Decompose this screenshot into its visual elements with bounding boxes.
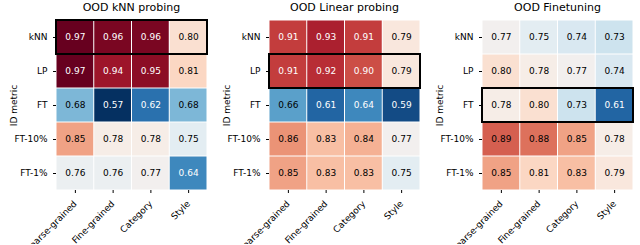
- svg-text:FT: FT: [463, 100, 474, 110]
- svg-text:0.85: 0.85: [567, 134, 587, 144]
- svg-text:Fine-grained: Fine-grained: [496, 199, 543, 244]
- svg-text:0.83: 0.83: [354, 168, 374, 178]
- svg-text:0.78: 0.78: [141, 134, 161, 144]
- svg-text:ID metric: ID metric: [435, 85, 445, 126]
- svg-text:0.76: 0.76: [103, 168, 123, 178]
- svg-text:0.78: 0.78: [605, 134, 625, 144]
- svg-text:Category: Category: [118, 198, 155, 235]
- svg-text:0.96: 0.96: [141, 32, 161, 42]
- svg-text:0.94: 0.94: [103, 66, 123, 76]
- svg-text:0.92: 0.92: [316, 66, 336, 76]
- svg-text:0.75: 0.75: [392, 168, 412, 178]
- svg-text:0.76: 0.76: [65, 168, 85, 178]
- html-text:OOD Finetuning: OOD Finetuning: [514, 1, 601, 14]
- svg-text:kNN: kNN: [455, 32, 474, 42]
- svg-text:0.74: 0.74: [567, 32, 587, 42]
- svg-text:0.81: 0.81: [529, 168, 549, 178]
- svg-text:Style: Style: [382, 198, 405, 221]
- html-text:OOD Linear probing: OOD Linear probing: [290, 1, 399, 14]
- svg-text:0.79: 0.79: [392, 32, 412, 42]
- svg-text:0.73: 0.73: [605, 32, 625, 42]
- svg-text:0.61: 0.61: [316, 100, 336, 110]
- html-text:OOD kNN probing: OOD kNN probing: [82, 1, 181, 14]
- svg-text:0.83: 0.83: [316, 168, 336, 178]
- svg-text:0.64: 0.64: [354, 100, 374, 110]
- svg-text:0.62: 0.62: [141, 100, 161, 110]
- svg-text:ID metric: ID metric: [9, 85, 19, 126]
- svg-text:0.91: 0.91: [278, 32, 298, 42]
- svg-text:0.91: 0.91: [278, 66, 298, 76]
- svg-text:0.59: 0.59: [392, 100, 412, 110]
- svg-text:0.57: 0.57: [103, 100, 123, 110]
- svg-text:0.93: 0.93: [316, 32, 336, 42]
- svg-text:0.83: 0.83: [567, 168, 587, 178]
- svg-text:0.81: 0.81: [179, 66, 199, 76]
- svg-text:LP: LP: [250, 66, 261, 76]
- svg-text:0.77: 0.77: [392, 134, 412, 144]
- svg-text:0.74: 0.74: [605, 66, 625, 76]
- svg-text:FT: FT: [37, 100, 48, 110]
- svg-text:Fine-grained: Fine-grained: [283, 199, 330, 244]
- svg-text:0.95: 0.95: [141, 66, 161, 76]
- svg-text:LP: LP: [463, 66, 474, 76]
- svg-text:0.77: 0.77: [141, 168, 161, 178]
- svg-text:kNN: kNN: [29, 32, 48, 42]
- svg-text:0.80: 0.80: [491, 66, 511, 76]
- svg-text:0.90: 0.90: [354, 66, 374, 76]
- svg-text:Style: Style: [169, 198, 192, 221]
- svg-text:0.91: 0.91: [354, 32, 374, 42]
- svg-text:ID metric: ID metric: [222, 85, 232, 126]
- svg-text:0.68: 0.68: [65, 100, 85, 110]
- svg-text:0.77: 0.77: [567, 66, 587, 76]
- svg-text:FT-10%: FT-10%: [441, 134, 474, 144]
- svg-text:0.96: 0.96: [103, 32, 123, 42]
- svg-text:0.85: 0.85: [491, 168, 511, 178]
- svg-text:0.75: 0.75: [179, 134, 199, 144]
- svg-text:0.80: 0.80: [179, 32, 199, 42]
- svg-text:0.85: 0.85: [65, 134, 85, 144]
- svg-text:0.75: 0.75: [529, 32, 549, 42]
- svg-text:0.77: 0.77: [491, 32, 511, 42]
- svg-text:0.73: 0.73: [567, 100, 587, 110]
- svg-text:FT: FT: [250, 100, 261, 110]
- svg-text:LP: LP: [37, 66, 48, 76]
- svg-text:FT-1%: FT-1%: [20, 168, 48, 178]
- svg-text:FT-1%: FT-1%: [233, 168, 261, 178]
- svg-text:0.83: 0.83: [316, 134, 336, 144]
- svg-text:0.86: 0.86: [278, 134, 298, 144]
- svg-text:kNN: kNN: [242, 32, 261, 42]
- svg-text:FT-1%: FT-1%: [446, 168, 474, 178]
- svg-text:Category: Category: [544, 198, 581, 235]
- svg-text:0.80: 0.80: [529, 100, 549, 110]
- svg-text:0.84: 0.84: [354, 134, 374, 144]
- svg-text:0.79: 0.79: [392, 66, 412, 76]
- svg-text:0.68: 0.68: [179, 100, 199, 110]
- svg-text:0.78: 0.78: [491, 100, 511, 110]
- svg-text:0.61: 0.61: [605, 100, 625, 110]
- svg-text:0.85: 0.85: [278, 168, 298, 178]
- svg-text:0.78: 0.78: [529, 66, 549, 76]
- svg-text:FT-10%: FT-10%: [15, 134, 48, 144]
- svg-text:0.64: 0.64: [179, 168, 199, 178]
- svg-text:0.79: 0.79: [605, 168, 625, 178]
- svg-text:Fine-grained: Fine-grained: [70, 199, 117, 244]
- svg-text:0.66: 0.66: [278, 100, 298, 110]
- svg-text:0.89: 0.89: [491, 134, 511, 144]
- svg-text:Category: Category: [331, 198, 368, 235]
- svg-text:0.88: 0.88: [529, 134, 549, 144]
- svg-text:FT-10%: FT-10%: [228, 134, 261, 144]
- svg-text:Style: Style: [595, 198, 618, 221]
- svg-text:0.78: 0.78: [103, 134, 123, 144]
- svg-text:0.97: 0.97: [65, 32, 85, 42]
- svg-text:0.97: 0.97: [65, 66, 85, 76]
